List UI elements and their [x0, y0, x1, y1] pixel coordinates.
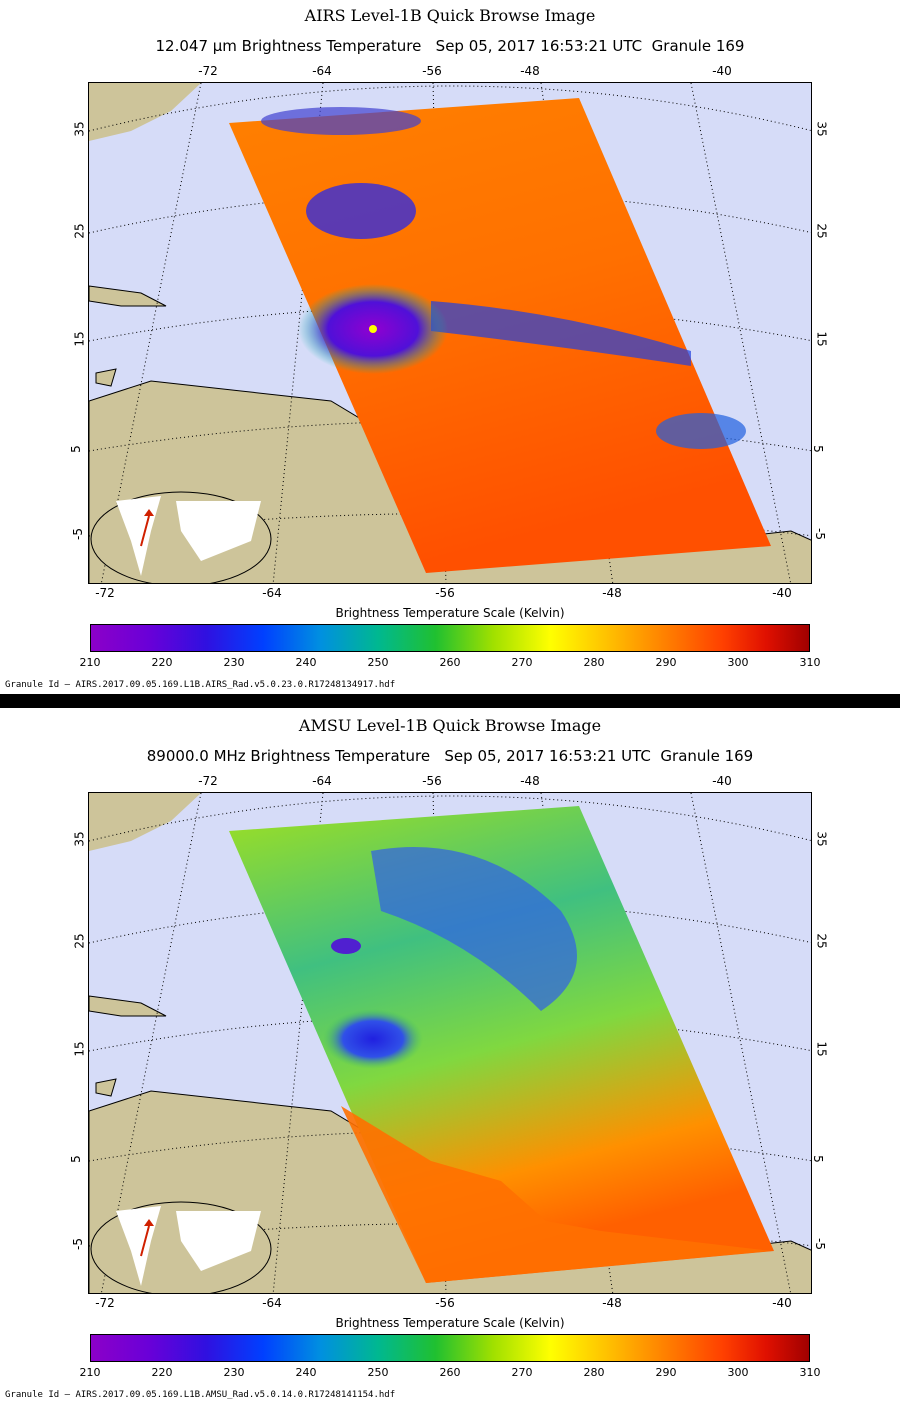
panel-amsu: AMSU Level-1B Quick Browse Image 89000.0 …	[0, 710, 900, 1405]
swath	[229, 806, 774, 1283]
lon-label-bottom: -40	[772, 586, 792, 600]
lon-label-bottom: -48	[602, 1296, 622, 1310]
cold-spot	[331, 938, 361, 954]
hurricane-irma	[323, 1009, 423, 1069]
colorbar	[90, 624, 810, 652]
lat-label-left: 15	[72, 331, 87, 347]
lat-label-left: 35	[72, 121, 87, 137]
map-view	[88, 82, 812, 584]
colorbar-title: Brightness Temperature Scale (Kelvin)	[335, 606, 565, 620]
colorbar-tick: 230	[223, 656, 245, 669]
lat-label-right: 5	[810, 445, 825, 453]
lon-label-bottom: -72	[95, 1296, 115, 1310]
inset-globe	[90, 1201, 272, 1293]
colorbar-tick: 280	[583, 656, 605, 669]
lon-label-top: -56	[422, 774, 442, 788]
lat-label-right: 35	[814, 121, 829, 137]
lon-label-top: -72	[198, 774, 218, 788]
colorbar-tick: 210	[79, 1366, 101, 1379]
image-title: AIRS Level-1B Quick Browse Image	[304, 6, 596, 25]
lon-label-bottom: -40	[772, 1296, 792, 1310]
lon-label-bottom: -72	[95, 586, 115, 600]
lon-label-bottom: -64	[262, 586, 282, 600]
colorbar-tick: 210	[79, 656, 101, 669]
lon-label-top: -64	[312, 64, 332, 78]
lon-label-bottom: -56	[435, 1296, 455, 1310]
land-caribbean	[89, 285, 167, 387]
cold-cloud-region	[306, 183, 416, 239]
lon-label-top: -64	[312, 774, 332, 788]
lat-label-left: 25	[72, 223, 87, 239]
lat-label-right: 35	[814, 831, 829, 847]
colorbar	[90, 1334, 810, 1362]
lon-label-top: -40	[712, 64, 732, 78]
lon-label-top: -48	[520, 774, 540, 788]
colorbar-tick: 290	[655, 656, 677, 669]
lat-label-right: 5	[810, 1155, 825, 1163]
lon-label-top: -48	[520, 64, 540, 78]
land-caribbean	[89, 995, 167, 1097]
lat-label-left: -5	[70, 528, 85, 540]
colorbar-tick: 270	[511, 1366, 533, 1379]
colorbar-tick: 290	[655, 1366, 677, 1379]
lat-label-right: 15	[814, 331, 829, 347]
lat-label-right: 15	[814, 1041, 829, 1057]
lat-label-right: -5	[812, 528, 827, 540]
colorbar-tick: 250	[367, 1366, 389, 1379]
inset-globe	[90, 491, 272, 583]
lon-label-top: -40	[712, 774, 732, 788]
lat-label-left: 5	[68, 1155, 83, 1163]
colorbar-tick: 270	[511, 656, 533, 669]
colorbar-tick: 220	[151, 656, 173, 669]
granule-id: Granule Id — AIRS.2017.09.05.169.L1B.AMS…	[5, 1390, 396, 1400]
lon-label-bottom: -56	[435, 586, 455, 600]
land-north-america	[89, 793, 201, 851]
hurricane-eye	[369, 325, 377, 333]
colorbar-tick: 220	[151, 1366, 173, 1379]
colorbar-tick: 230	[223, 1366, 245, 1379]
lat-label-right: 25	[814, 223, 829, 239]
colorbar-title: Brightness Temperature Scale (Kelvin)	[335, 1316, 565, 1330]
lat-label-left: 35	[72, 831, 87, 847]
map-view	[88, 792, 812, 1294]
lat-label-left: 25	[72, 933, 87, 949]
colorbar-tick: 250	[367, 656, 389, 669]
land-north-america	[89, 83, 201, 141]
lat-label-right: 25	[814, 933, 829, 949]
granule-id: Granule Id — AIRS.2017.09.05.169.L1B.AIR…	[5, 680, 396, 690]
land-swath	[341, 1106, 771, 1283]
colorbar-tick: 260	[439, 1366, 461, 1379]
image-subtitle: 89000.0 MHz Brightness Temperature Sep 0…	[146, 747, 754, 765]
colorbar-tick: 300	[727, 1366, 749, 1379]
colorbar-tick: 260	[439, 656, 461, 669]
panel-separator	[0, 694, 900, 708]
panel-airs: AIRS Level-1B Quick Browse Image 12.047 μ…	[0, 0, 900, 695]
lat-label-left: 15	[72, 1041, 87, 1057]
colorbar-tick: 300	[727, 656, 749, 669]
lat-label-left: -5	[70, 1238, 85, 1250]
lon-label-bottom: -64	[262, 1296, 282, 1310]
cloud-band	[431, 301, 691, 366]
lon-label-top: -72	[198, 64, 218, 78]
cold-region	[371, 847, 577, 1011]
colorbar-tick: 240	[295, 656, 317, 669]
lat-label-right: -5	[812, 1238, 827, 1250]
colorbar-tick: 310	[799, 656, 821, 669]
image-title: AMSU Level-1B Quick Browse Image	[298, 716, 602, 735]
image-subtitle: 12.047 μm Brightness Temperature Sep 05,…	[155, 37, 745, 55]
map-svg	[89, 793, 811, 1293]
lon-label-bottom: -48	[602, 586, 622, 600]
map-svg	[89, 83, 811, 583]
lon-label-top: -56	[422, 64, 442, 78]
cloud-band	[261, 107, 421, 135]
colorbar-tick: 280	[583, 1366, 605, 1379]
lat-label-left: 5	[68, 445, 83, 453]
colorbar-tick: 240	[295, 1366, 317, 1379]
colorbar-tick: 310	[799, 1366, 821, 1379]
cloud-band	[656, 413, 746, 449]
